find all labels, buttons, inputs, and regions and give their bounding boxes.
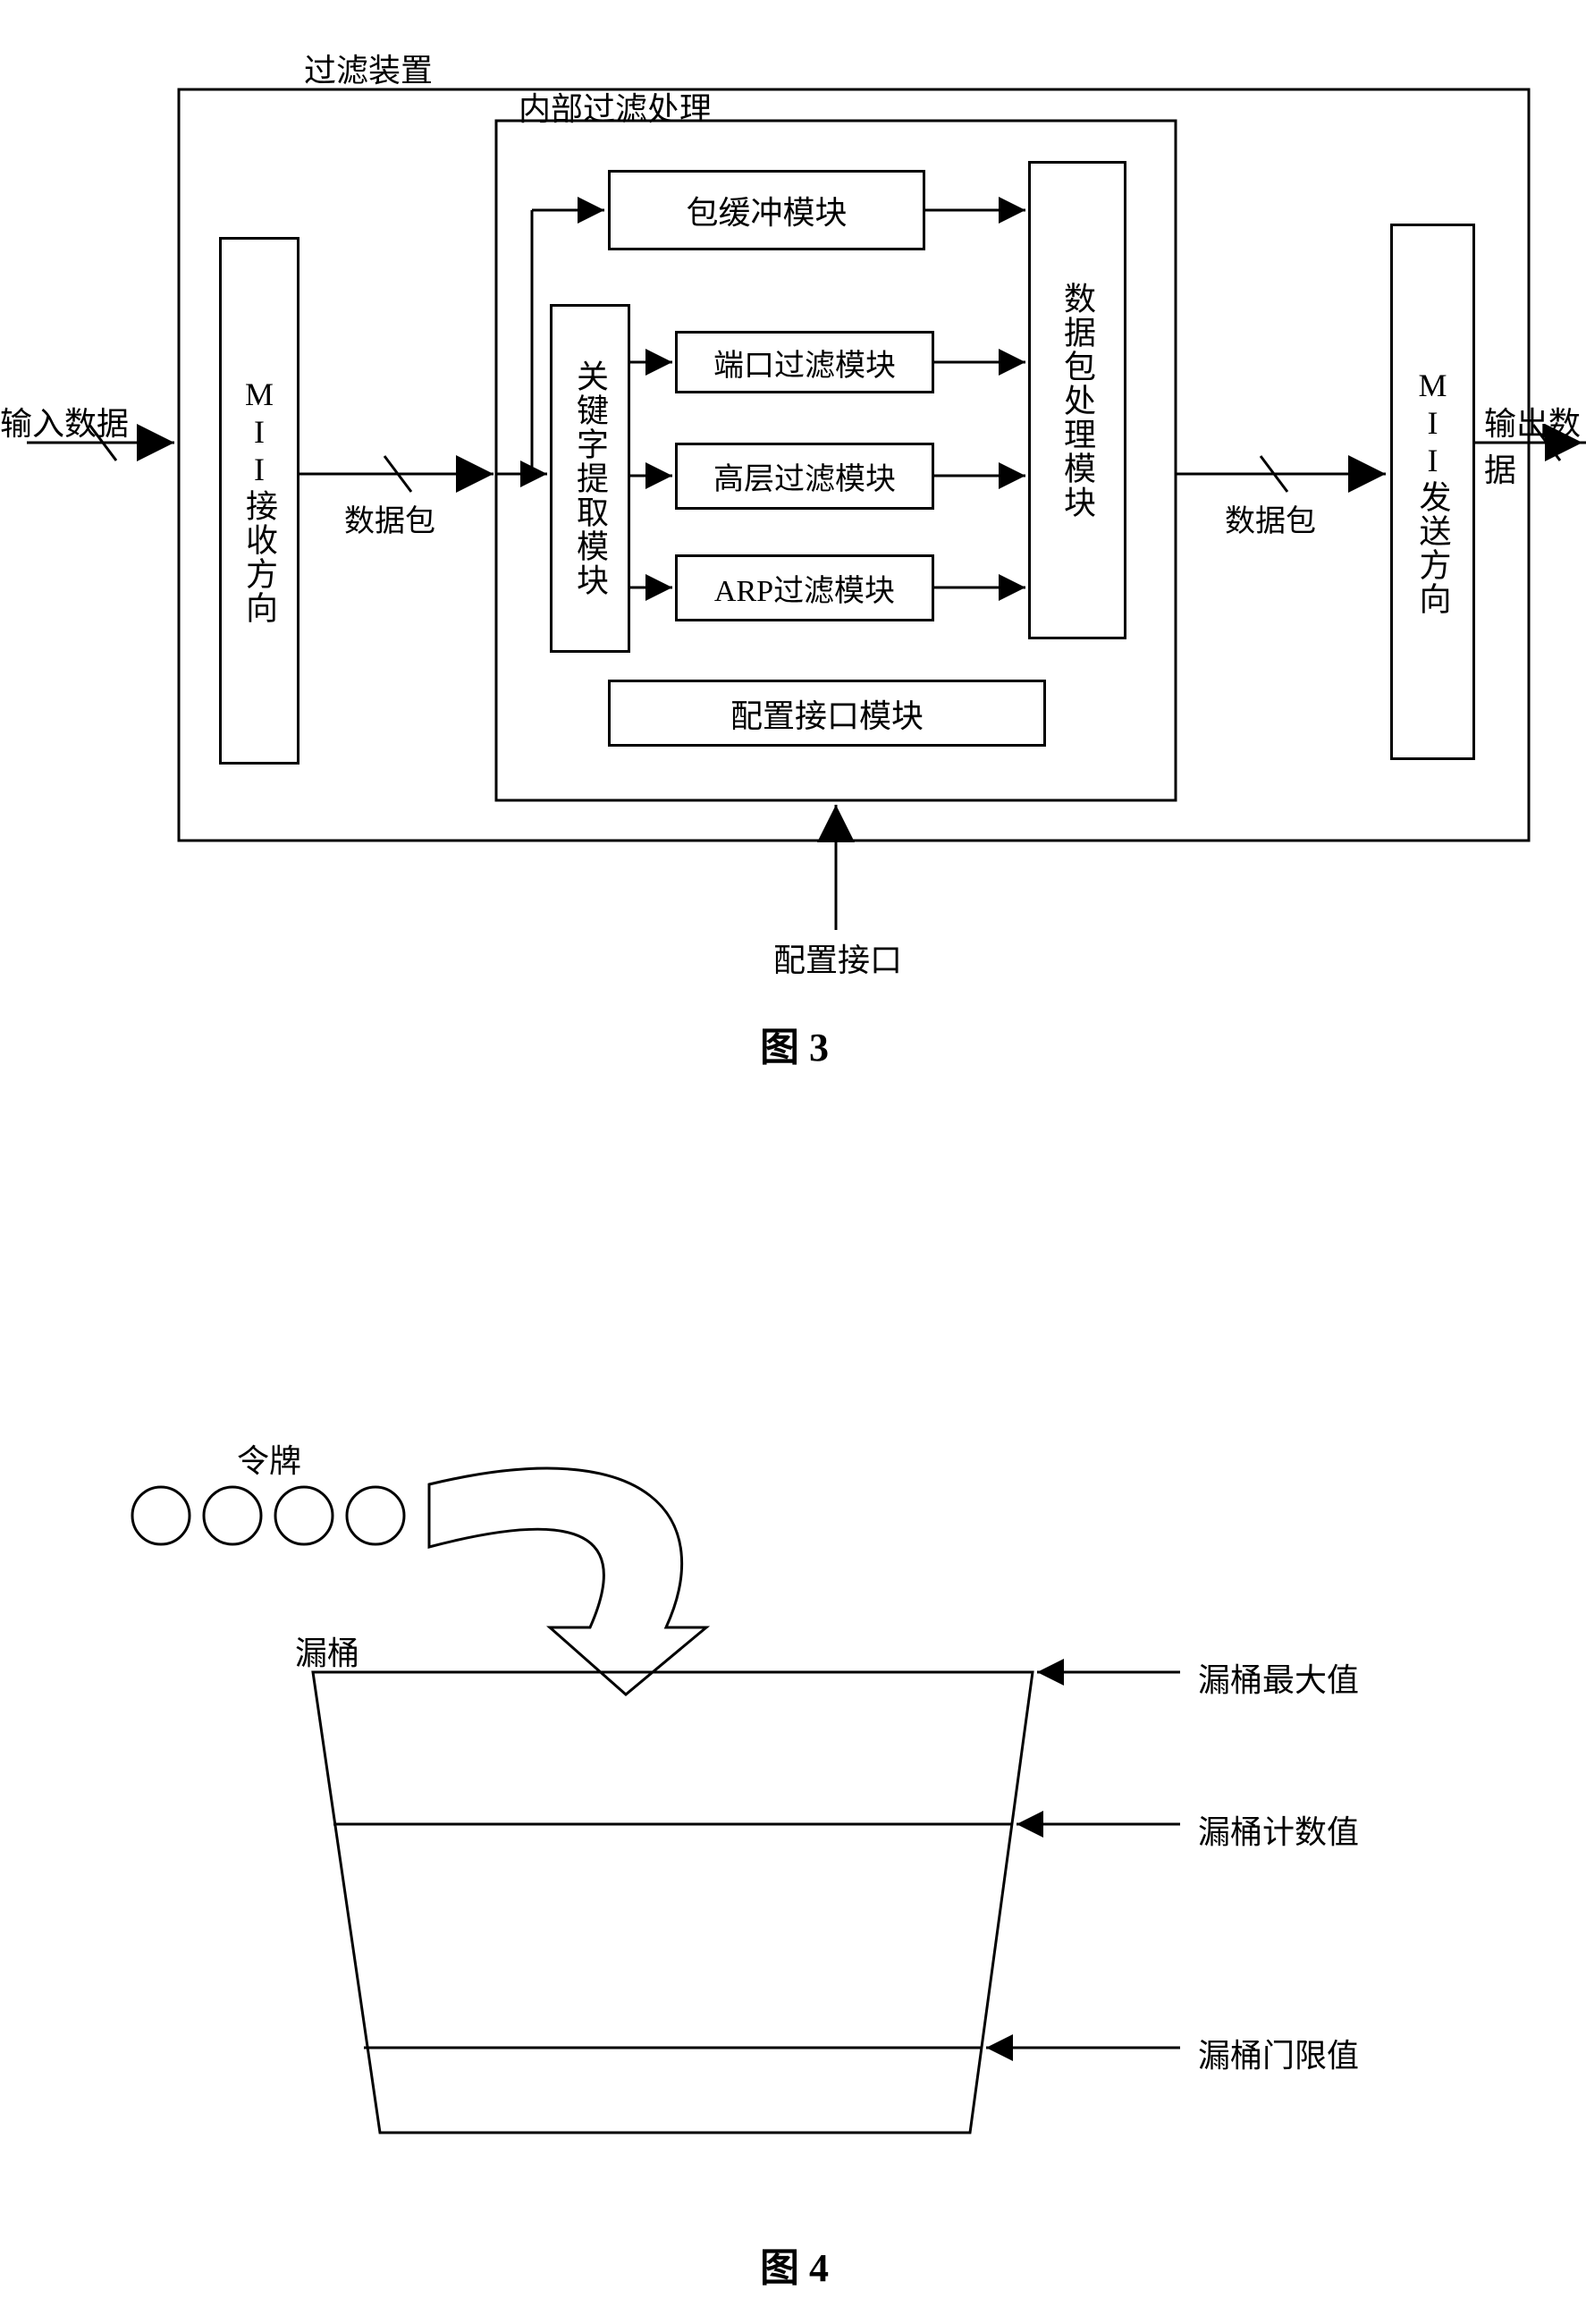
fig4-svg — [0, 0, 1586, 2324]
